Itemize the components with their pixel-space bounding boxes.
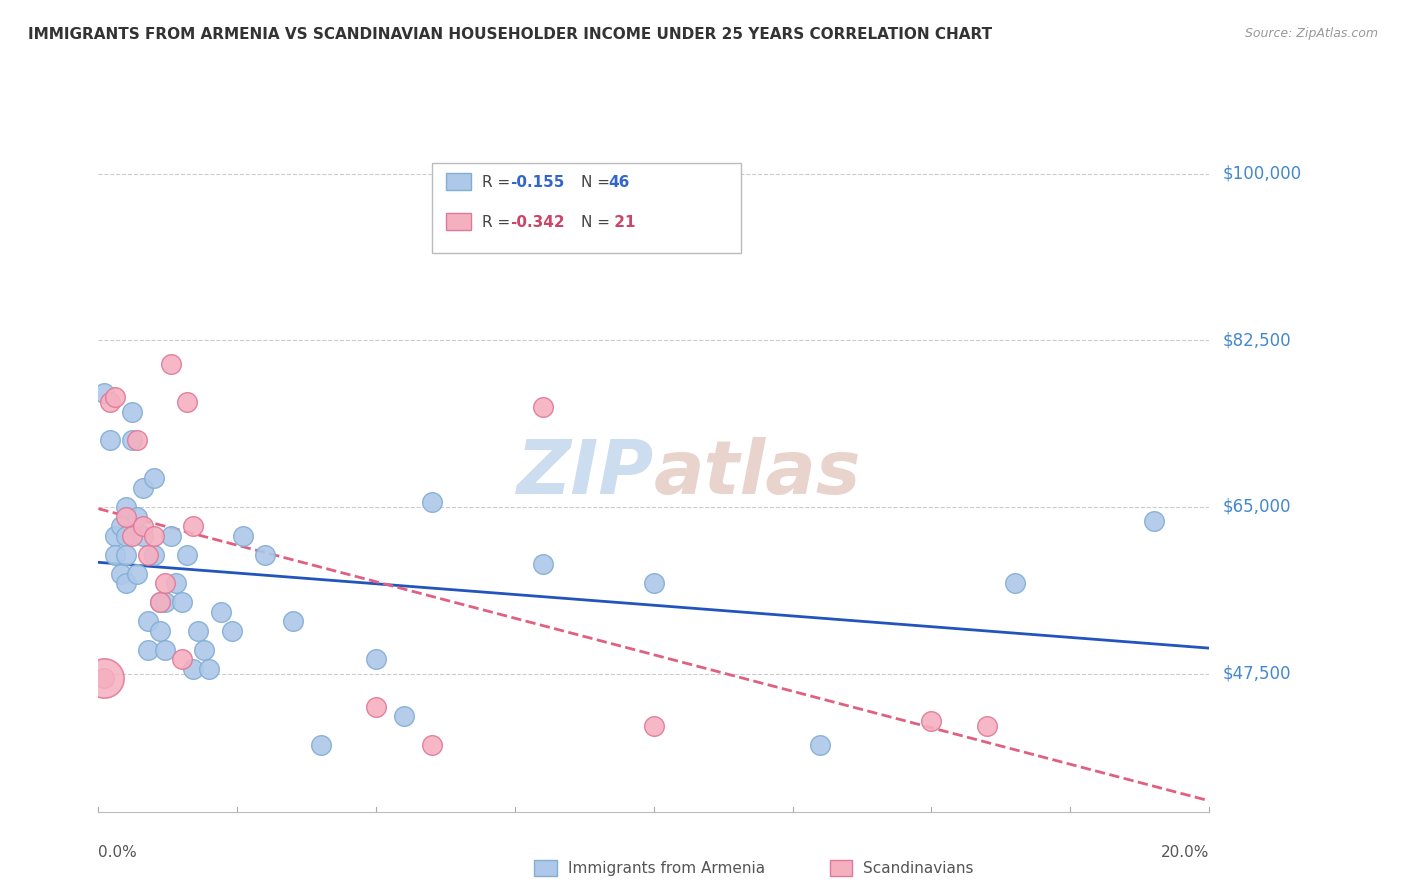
Point: [104, 391, 127, 405]
Point: [643, 719, 665, 733]
Point: [309, 738, 332, 752]
Point: [121, 528, 143, 542]
Point: [209, 605, 232, 619]
Text: $65,000: $65,000: [1223, 498, 1292, 516]
Point: [132, 528, 155, 542]
Point: [392, 709, 415, 723]
Point: [93, 385, 115, 400]
Point: [153, 576, 176, 591]
Point: [366, 652, 388, 666]
Text: R =: R =: [482, 215, 516, 230]
Point: [132, 481, 155, 495]
Point: [143, 548, 166, 562]
Text: 21: 21: [609, 215, 636, 230]
Point: [920, 714, 942, 729]
Point: [115, 528, 138, 542]
Text: -0.155: -0.155: [510, 175, 565, 190]
Point: [93, 672, 115, 686]
Point: [181, 519, 204, 533]
Point: [115, 548, 138, 562]
Point: [198, 662, 221, 676]
Point: [170, 595, 193, 609]
Point: [153, 643, 176, 657]
Text: -0.342: -0.342: [510, 215, 565, 230]
Text: 0.0%: 0.0%: [98, 845, 138, 860]
Text: $82,500: $82,500: [1223, 331, 1292, 350]
Text: Immigrants from Armenia: Immigrants from Armenia: [568, 862, 765, 876]
Point: [253, 548, 276, 562]
Point: [165, 576, 187, 591]
Text: N =: N =: [581, 215, 614, 230]
Text: 46: 46: [609, 175, 630, 190]
Point: [976, 719, 998, 733]
Point: [232, 528, 254, 542]
Point: [127, 434, 149, 448]
Point: [98, 395, 121, 409]
Text: ZIP: ZIP: [516, 437, 654, 510]
Point: [148, 595, 170, 609]
Point: [643, 576, 665, 591]
Point: [420, 495, 443, 509]
Point: [143, 471, 166, 485]
Point: [132, 519, 155, 533]
Point: [187, 624, 209, 638]
Text: atlas: atlas: [654, 437, 862, 510]
Point: [193, 643, 215, 657]
Point: [159, 357, 181, 371]
Point: [148, 624, 170, 638]
Point: [221, 624, 243, 638]
Point: [104, 528, 127, 542]
Point: [153, 595, 176, 609]
Text: $47,500: $47,500: [1223, 665, 1292, 682]
Point: [810, 738, 832, 752]
Point: [127, 566, 149, 581]
Point: [138, 548, 160, 562]
Point: [148, 595, 170, 609]
Point: [181, 662, 204, 676]
Point: [121, 405, 143, 419]
Point: [1143, 514, 1166, 528]
Point: [531, 400, 554, 414]
Point: [121, 434, 143, 448]
Text: 20.0%: 20.0%: [1161, 845, 1209, 860]
Point: [143, 528, 166, 542]
Point: [104, 548, 127, 562]
Point: [138, 643, 160, 657]
Point: [115, 509, 138, 524]
Point: [127, 509, 149, 524]
Point: [138, 614, 160, 628]
Text: N =: N =: [581, 175, 614, 190]
Text: IMMIGRANTS FROM ARMENIA VS SCANDINAVIAN HOUSEHOLDER INCOME UNDER 25 YEARS CORREL: IMMIGRANTS FROM ARMENIA VS SCANDINAVIAN …: [28, 27, 993, 42]
Point: [176, 548, 198, 562]
Point: [531, 557, 554, 571]
Point: [281, 614, 304, 628]
Text: $100,000: $100,000: [1223, 165, 1302, 183]
Point: [98, 434, 121, 448]
Point: [366, 700, 388, 714]
Point: [110, 519, 132, 533]
Text: Scandinavians: Scandinavians: [863, 862, 974, 876]
Point: [1004, 576, 1026, 591]
Text: Source: ZipAtlas.com: Source: ZipAtlas.com: [1244, 27, 1378, 40]
Point: [176, 395, 198, 409]
Point: [93, 672, 115, 686]
Text: R =: R =: [482, 175, 516, 190]
Point: [170, 652, 193, 666]
Point: [420, 738, 443, 752]
Point: [115, 500, 138, 514]
Point: [110, 566, 132, 581]
Point: [159, 528, 181, 542]
Point: [115, 576, 138, 591]
